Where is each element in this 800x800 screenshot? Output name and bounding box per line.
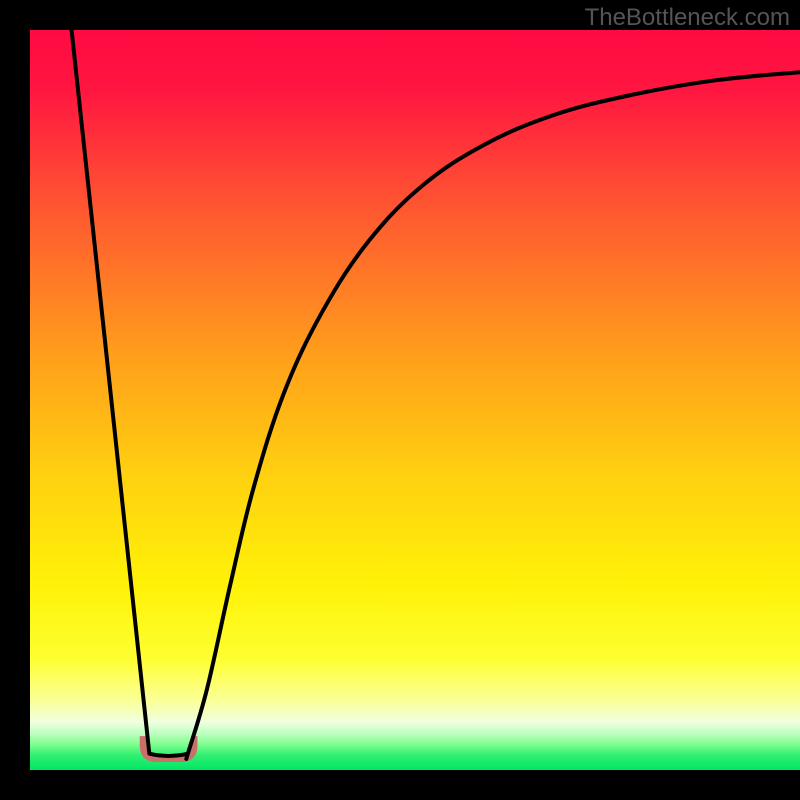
chart-svg: TheBottleneck.com (0, 0, 800, 800)
watermark-text: TheBottleneck.com (585, 4, 790, 31)
bottleneck-chart: TheBottleneck.com (0, 0, 800, 800)
plot-background (30, 30, 800, 770)
